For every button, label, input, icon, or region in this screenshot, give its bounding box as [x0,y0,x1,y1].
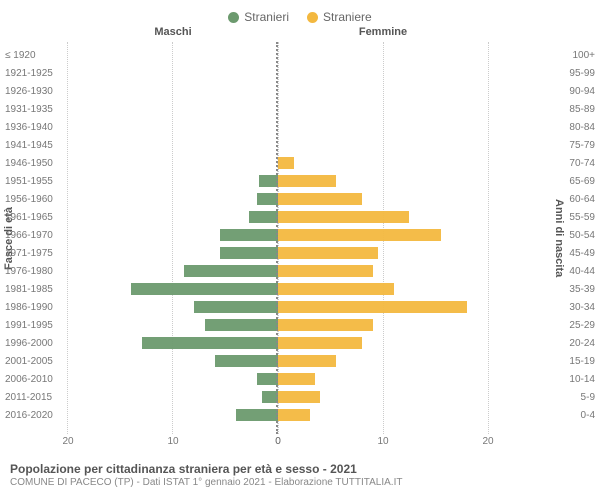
y-ticks-right: ≤ 19201921-19251926-19301931-19351936-19… [488,42,550,434]
center-axis [276,42,278,434]
birth-label: 1956-1960 [0,190,600,208]
x-axis-left: 20100 [68,436,278,454]
footer-subtitle: COMUNE DI PACECO (TP) - Dati ISTAT 1° ge… [10,477,590,488]
legend-label-male: Stranieri [244,10,289,24]
footer-title: Popolazione per cittadinanza straniera p… [10,462,590,476]
population-pyramid-chart: Stranieri Straniere Maschi Femmine Fasce… [0,0,600,500]
x-axis: 20100 01020 [0,436,600,454]
birth-label: 1946-1950 [0,154,600,172]
x-tick: 20 [482,436,493,447]
legend: Stranieri Straniere [0,8,600,26]
x-tick: 0 [275,436,281,447]
side-headers: Maschi Femmine [0,26,600,42]
legend-label-female: Straniere [323,10,372,24]
birth-label: 1941-1945 [0,136,600,154]
birth-label: ≤ 1920 [0,46,600,64]
legend-item-male: Stranieri [228,10,289,24]
x-axis-right: 01020 [278,436,488,454]
plot-area: Fasce di età 100+95-9990-9485-8980-8475-… [0,42,600,434]
birth-label: 1966-1970 [0,226,600,244]
birth-label: 1991-1995 [0,316,600,334]
birth-label: 2006-2010 [0,370,600,388]
x-tick: 20 [62,436,73,447]
swatch-female [307,12,318,23]
birth-label: 1981-1985 [0,280,600,298]
birth-label: 1986-1990 [0,298,600,316]
birth-label: 1921-1925 [0,64,600,82]
birth-label: 1931-1935 [0,100,600,118]
birth-label: 1961-1965 [0,208,600,226]
birth-label: 1976-1980 [0,262,600,280]
swatch-male [228,12,239,23]
birth-label: 2016-2020 [0,406,600,424]
birth-label: 2011-2015 [0,388,600,406]
x-tick: 10 [377,436,388,447]
birth-label: 1996-2000 [0,334,600,352]
birth-label: 2001-2005 [0,352,600,370]
header-female: Femmine [278,26,488,42]
legend-item-female: Straniere [307,10,372,24]
chart-footer: Popolazione per cittadinanza straniera p… [0,454,600,488]
birth-label: 1951-1955 [0,172,600,190]
birth-label: 1971-1975 [0,244,600,262]
birth-label: 1926-1930 [0,82,600,100]
x-tick: 10 [167,436,178,447]
birth-label: 1936-1940 [0,118,600,136]
header-male: Maschi [68,26,278,42]
